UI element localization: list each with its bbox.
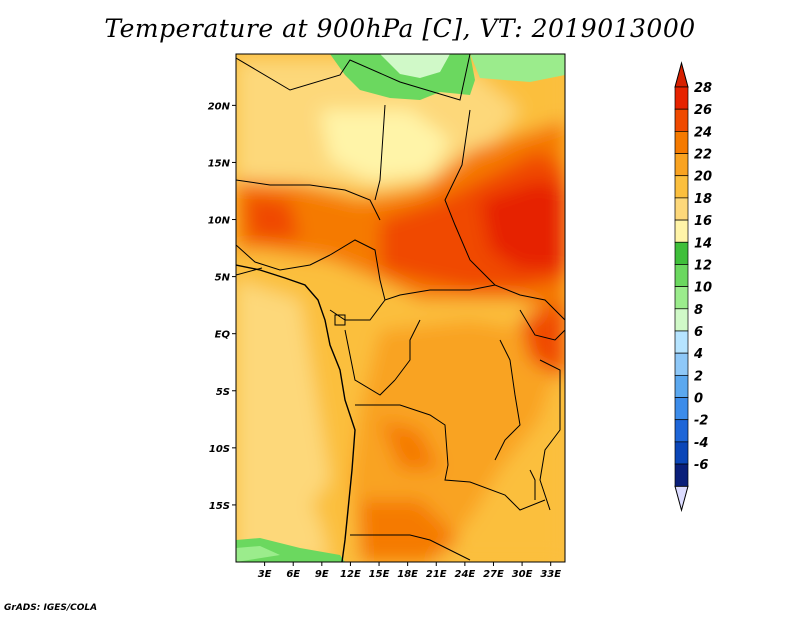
colorbar-swatch [674, 374, 689, 398]
lon-tick-label: 30E [512, 569, 533, 580]
colorbar-label: 14 [694, 236, 712, 251]
colorbar-top-arrow [674, 61, 689, 88]
colorbar-swatch [674, 352, 689, 376]
lon-tick-label: 12E [340, 569, 361, 580]
coastline [236, 264, 356, 562]
colorbar-swatch [674, 86, 689, 110]
colorbar-swatch [674, 264, 689, 287]
colorbar-swatch [674, 175, 689, 199]
map-frame [235, 53, 566, 563]
colorbar-label: 20 [694, 170, 712, 185]
colorbar-label: 18 [694, 192, 712, 207]
colorbar-label: 28 [694, 81, 712, 96]
lat-tick-label: EQ [215, 330, 231, 341]
lon-tick-label: 33E [540, 569, 561, 580]
lon-tick-label: 9E [315, 569, 329, 580]
lon-tick-label: 27E [483, 569, 504, 580]
colorbar-label: -2 [694, 414, 708, 429]
grads-credit: GrADS: IGES/COLA [4, 603, 98, 613]
colorbar-swatch [674, 131, 689, 154]
political-boundaries [236, 54, 565, 561]
lon-tick-label: 6E [286, 569, 300, 580]
lat-tick-label: 15N [208, 158, 231, 169]
cool-region-northeast [470, 54, 565, 82]
colorbar-label: -6 [694, 458, 708, 473]
temperature-field [236, 54, 565, 562]
coolest-region-south [236, 546, 280, 562]
lon-tick-label: 3E [258, 569, 272, 580]
colorbar-label: 8 [694, 303, 703, 318]
colorbar-label: 2 [694, 369, 703, 384]
colorbar-swatch [674, 197, 689, 221]
colorbar-label: 12 [694, 258, 712, 273]
lat-tick-label: 15S [209, 501, 230, 512]
latitude-axis: 20N 15N 10N 5N EQ 5S 10S 15S [208, 101, 236, 512]
lat-tick-label: 20N [208, 101, 231, 112]
lon-tick-label: 24E [454, 569, 475, 580]
colorbar-swatch [674, 286, 689, 310]
colorbar-swatch [674, 419, 689, 443]
colorbar-swatch [674, 441, 689, 465]
lat-tick-label: 5S [216, 387, 230, 398]
colorbar-bottom-arrow [674, 485, 689, 513]
colorbar-label: 26 [694, 103, 712, 118]
colorbar-label: 24 [694, 125, 712, 140]
colorbar-swatch [674, 463, 689, 487]
colorbar-swatch [674, 308, 689, 332]
colorbar-label: 22 [694, 148, 712, 163]
colorbar-swatch [674, 153, 689, 177]
lon-tick-label: 21E [426, 569, 447, 580]
lon-tick-label: 18E [397, 569, 418, 580]
lat-tick-label: 10N [208, 216, 231, 227]
colorbar-label: 4 [693, 347, 703, 362]
longitude-axis: 3E 6E 9E 12E 15E 18E 21E 24E 27E 30E 33E [258, 562, 561, 580]
colorbar-label: -4 [694, 436, 708, 451]
lat-tick-label: 5N [215, 273, 231, 284]
colorbar-swatch [674, 108, 689, 132]
colorbar-swatch [674, 241, 689, 265]
colorbar-label: 6 [694, 325, 703, 340]
lon-tick-label: 15E [369, 569, 390, 580]
colorbar-swatch [674, 330, 689, 354]
colorbar-swatch [674, 397, 689, 421]
colorbar-label: 0 [694, 392, 703, 407]
colorbar-swatch [674, 219, 689, 243]
colorbar-label: 10 [694, 281, 712, 296]
colorbar-label: 16 [694, 214, 712, 229]
lat-tick-label: 10S [209, 444, 230, 455]
coolest-region-north [380, 54, 450, 78]
chart-title: Temperature at 900hPa [C], VT: 201901300… [104, 14, 696, 43]
